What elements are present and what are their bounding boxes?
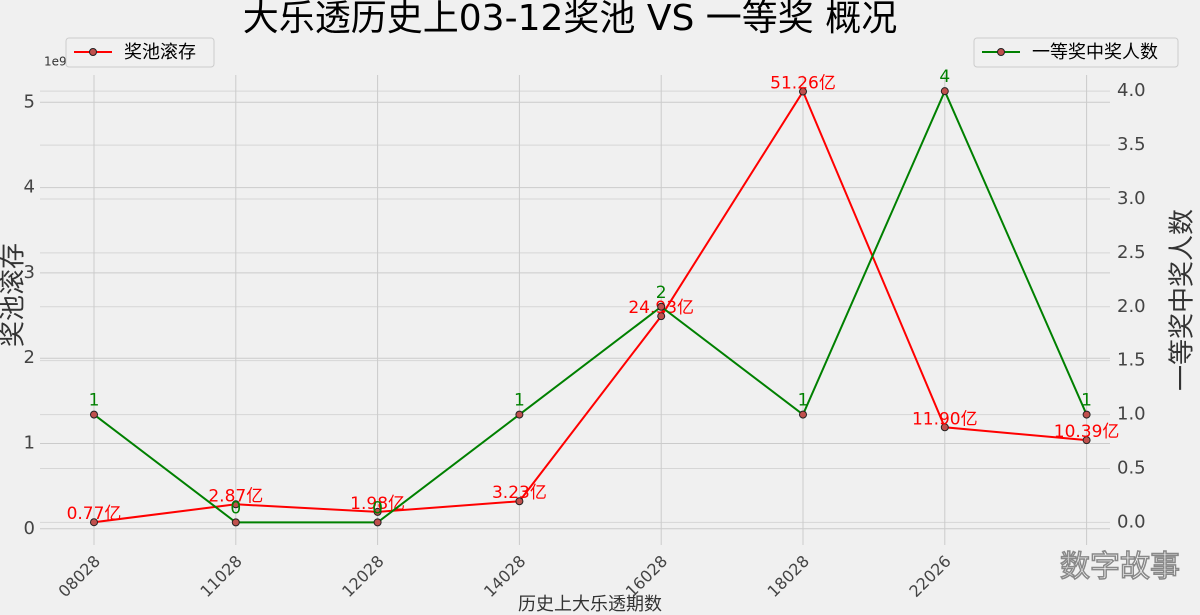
data-label: 2 [656, 283, 667, 303]
legend-marker [997, 48, 1005, 56]
marker [1082, 410, 1091, 419]
y-tick-label: 3 [24, 262, 35, 283]
y2-tick-label: 3.0 [1117, 188, 1146, 209]
data-label: 1 [798, 391, 809, 411]
data-label: 51.26亿 [770, 74, 836, 94]
data-label: 0.77亿 [67, 504, 122, 524]
legend-label: 奖池滚存 [124, 42, 196, 63]
data-label: 11.90亿 [912, 409, 978, 429]
data-label: 0 [230, 498, 241, 518]
y2-axis-label: 一等奖中奖人数 [1168, 209, 1198, 391]
y2-tick-label: 4.0 [1117, 80, 1146, 101]
marker [90, 410, 98, 419]
marker [940, 423, 949, 432]
marker [231, 500, 240, 509]
watermark: 数字故事 [1060, 550, 1180, 585]
y-tick-label: 5 [24, 91, 35, 112]
y-tick-label: 0 [24, 518, 35, 539]
legend-box [973, 37, 1179, 68]
data-label: 10.39亿 [1054, 422, 1120, 442]
marker [373, 507, 382, 516]
y2-tick-label: 3.5 [1117, 134, 1146, 155]
marker [657, 312, 666, 321]
legend-label: 一等奖中奖人数 [1032, 42, 1158, 63]
marker [799, 410, 807, 419]
x-axis-label: 历史上大乐透期数 [518, 594, 662, 615]
legend-marker [89, 48, 97, 56]
y2-tick-label: 0.5 [1117, 457, 1146, 478]
marker [90, 518, 98, 527]
marker [515, 410, 524, 419]
y-offset-text: 1e9 [44, 55, 67, 69]
data-label: 1 [514, 391, 525, 411]
marker [231, 518, 240, 527]
legend-box [65, 37, 215, 68]
marker [1082, 436, 1091, 445]
marker [515, 497, 524, 506]
y-tick-label: 4 [24, 177, 35, 198]
data-label: 0 [372, 498, 383, 518]
series-line [93, 89, 1087, 524]
data-label: 1.98亿 [350, 494, 405, 514]
data-label: 4 [939, 67, 950, 87]
data-label: 1 [1081, 391, 1092, 411]
y2-tick-label: 2.0 [1117, 296, 1146, 317]
marker [940, 87, 949, 96]
y-tick-label: 2 [24, 347, 35, 368]
data-label: 1 [89, 391, 100, 411]
data-label: 3.23亿 [492, 483, 547, 503]
chart-title: 大乐透历史上03-12奖池 VS 一等奖 概况 [243, 0, 897, 39]
y2-tick-label: 0.0 [1117, 511, 1146, 532]
y2-tick-label: 1.5 [1117, 350, 1146, 371]
data-label: 2.87亿 [208, 486, 263, 506]
marker [373, 518, 382, 527]
marker [799, 87, 807, 96]
y2-tick-label: 2.5 [1117, 242, 1146, 263]
y-axis-label: 奖池滚存 [0, 243, 29, 347]
y2-tick-label: 1.0 [1117, 404, 1146, 425]
series-line [93, 88, 1088, 524]
marker [657, 302, 666, 311]
y-tick-label: 1 [24, 432, 35, 453]
